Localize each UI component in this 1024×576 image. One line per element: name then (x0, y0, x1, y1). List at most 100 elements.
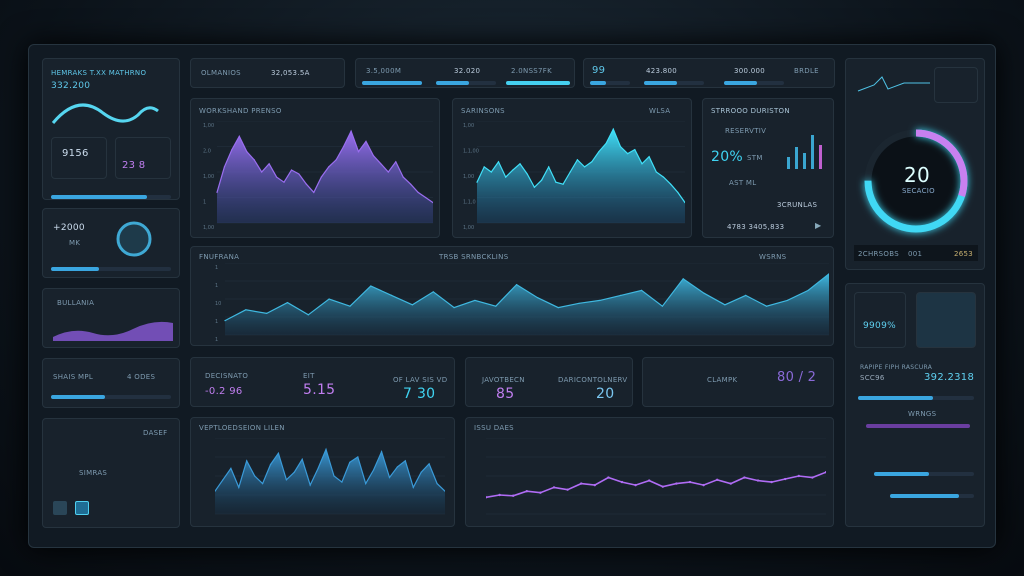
data-point (498, 493, 501, 497)
data-point (349, 461, 351, 463)
kpi-value: 85 (496, 386, 515, 402)
chart1-svg: 1,00 2,0 1,00 1 1,00 (203, 121, 433, 231)
data-point (533, 186, 535, 188)
stats-title: STRROOO DURISTON (711, 107, 790, 115)
data-point (729, 482, 732, 485)
stats-value: 3CRUNLAS (777, 201, 818, 209)
data-point (357, 456, 359, 458)
kpi-sub: MK (69, 239, 81, 247)
kpi-9156: 9156 (62, 148, 89, 159)
top-a-label: OLMANIOS (201, 69, 241, 77)
data-point (268, 163, 270, 165)
kpi-value: -0.2 96 (205, 386, 243, 397)
data-point (612, 128, 614, 130)
wide-chart-svg: 1 1 10 1 1 (215, 263, 829, 343)
data-point (703, 292, 705, 294)
data-point (619, 145, 622, 148)
right-caption: RAPIPE FIPH RASCURA (860, 364, 933, 371)
y-tick-label: 2,0 (203, 149, 211, 155)
series-area (477, 129, 685, 223)
data-point (526, 173, 528, 175)
series-area (215, 449, 445, 514)
data-point (682, 278, 684, 280)
data-point (285, 479, 287, 481)
data-point (605, 142, 607, 145)
data-point (335, 159, 337, 161)
play-icon[interactable]: ▶ (815, 221, 822, 230)
y-tick-label: 1 (203, 200, 206, 206)
data-point (745, 294, 747, 296)
series-line (216, 129, 433, 204)
chart2-svg: 1,00 1,1,00 1,00 1,1,0 1,00 (463, 121, 685, 231)
data-point (828, 273, 829, 275)
chart4-panel: ISSU DAES (465, 417, 834, 527)
data-point (325, 448, 327, 450)
top-a-value: 32,053.5A (271, 69, 310, 77)
data-point (246, 151, 248, 153)
gauge-mini-panel: +2000 MK (42, 208, 180, 278)
right-label-2: WRNGS (908, 410, 937, 418)
kpi-label: OF LAV SIS VD (393, 376, 448, 384)
data-point (328, 298, 330, 300)
right-bar-2 (874, 472, 929, 476)
data-point (305, 183, 307, 185)
y-tick-label: 1 (215, 337, 218, 343)
kpi-label: EIT (303, 372, 315, 380)
data-point (349, 305, 351, 307)
gauge-footer-right: 2653 (954, 250, 974, 258)
gauge-ring (864, 129, 968, 233)
data-point (370, 285, 372, 287)
data-point (341, 481, 343, 483)
chart1-title: WORKSHAND PRENSO (199, 107, 282, 115)
wide-title: FNUFRANA (199, 253, 240, 261)
data-point (293, 471, 295, 473)
data-point (231, 148, 233, 151)
data-point (238, 486, 240, 488)
kpi-label: CLAMPK (707, 376, 738, 384)
legend-label: BULLANIA (57, 299, 95, 307)
expand-button[interactable] (934, 67, 978, 103)
data-point (688, 480, 692, 484)
toggle-button-2[interactable] (75, 501, 89, 515)
data-point (519, 163, 521, 165)
stats-bar (795, 147, 798, 169)
data-point (661, 485, 664, 488)
top-progress-1 (436, 81, 469, 85)
top-progress-0 (362, 81, 422, 85)
stats-sub: RESERVTIV (725, 127, 767, 135)
top-f-label: BRDLE (794, 67, 819, 75)
data-point (230, 467, 232, 469)
data-point (807, 289, 809, 291)
data-point (387, 171, 389, 173)
data-point (307, 314, 309, 316)
y-tick-label: 1,00 (463, 123, 474, 129)
data-point (677, 191, 679, 193)
chart3-svg (215, 438, 445, 515)
data-point (593, 483, 596, 487)
summary-value: 332.200 (51, 81, 91, 91)
data-point (357, 151, 360, 153)
widgets-panel: DASEF SIMRAS (42, 418, 180, 528)
data-point (770, 480, 773, 484)
series-area (217, 131, 433, 223)
kpi-panel-2: JAVOTBECN 85 DARICONTOLNERV 20 (465, 357, 633, 407)
stat-label-1: SHAIS MPL (53, 373, 94, 381)
data-point (391, 294, 393, 296)
data-point (648, 156, 650, 158)
data-point (373, 469, 375, 471)
data-point (490, 171, 492, 173)
gauge-footer-mid: 001 (908, 250, 923, 258)
data-point (222, 479, 224, 481)
data-point (396, 466, 399, 468)
wide-chart-panel: FNUFRANA TRSB SRNBCKLINS WSRNS 1 1 10 1 1 (190, 246, 834, 346)
data-point (555, 181, 557, 183)
toggle-button-1[interactable] (53, 501, 67, 515)
y-tick-label: 10 (215, 301, 221, 307)
data-point (552, 486, 556, 489)
data-point (641, 163, 643, 165)
y-tick-label: 1 (215, 319, 218, 325)
data-point (724, 304, 726, 306)
kpi-label: DECISNATO (205, 372, 249, 380)
data-point (539, 491, 542, 494)
pie-icon (116, 221, 152, 257)
